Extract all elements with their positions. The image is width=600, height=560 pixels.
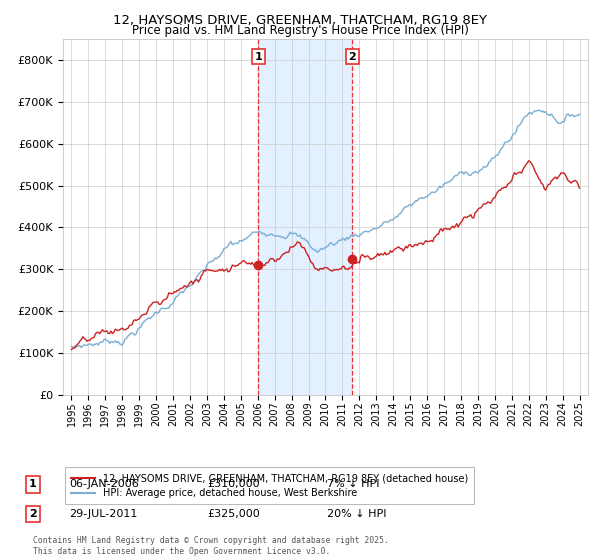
Text: 12, HAYSOMS DRIVE, GREENHAM, THATCHAM, RG19 8EY: 12, HAYSOMS DRIVE, GREENHAM, THATCHAM, R… bbox=[113, 14, 487, 27]
Text: Price paid vs. HM Land Registry's House Price Index (HPI): Price paid vs. HM Land Registry's House … bbox=[131, 24, 469, 37]
Text: 20% ↓ HPI: 20% ↓ HPI bbox=[327, 509, 386, 519]
Text: 29-JUL-2011: 29-JUL-2011 bbox=[69, 509, 137, 519]
Text: Contains HM Land Registry data © Crown copyright and database right 2025.
This d: Contains HM Land Registry data © Crown c… bbox=[33, 536, 389, 556]
Text: 2: 2 bbox=[349, 52, 356, 62]
Text: 1: 1 bbox=[254, 52, 262, 62]
Legend: 12, HAYSOMS DRIVE, GREENHAM, THATCHAM, RG19 8EY (detached house), HPI: Average p: 12, HAYSOMS DRIVE, GREENHAM, THATCHAM, R… bbox=[65, 467, 474, 504]
Text: 2: 2 bbox=[29, 509, 37, 519]
Text: £310,000: £310,000 bbox=[207, 479, 260, 489]
Bar bbox=[258, 39, 352, 395]
Text: £325,000: £325,000 bbox=[207, 509, 260, 519]
Text: 7% ↓ HPI: 7% ↓ HPI bbox=[327, 479, 380, 489]
Text: 06-JAN-2006: 06-JAN-2006 bbox=[69, 479, 139, 489]
Text: 1: 1 bbox=[29, 479, 37, 489]
